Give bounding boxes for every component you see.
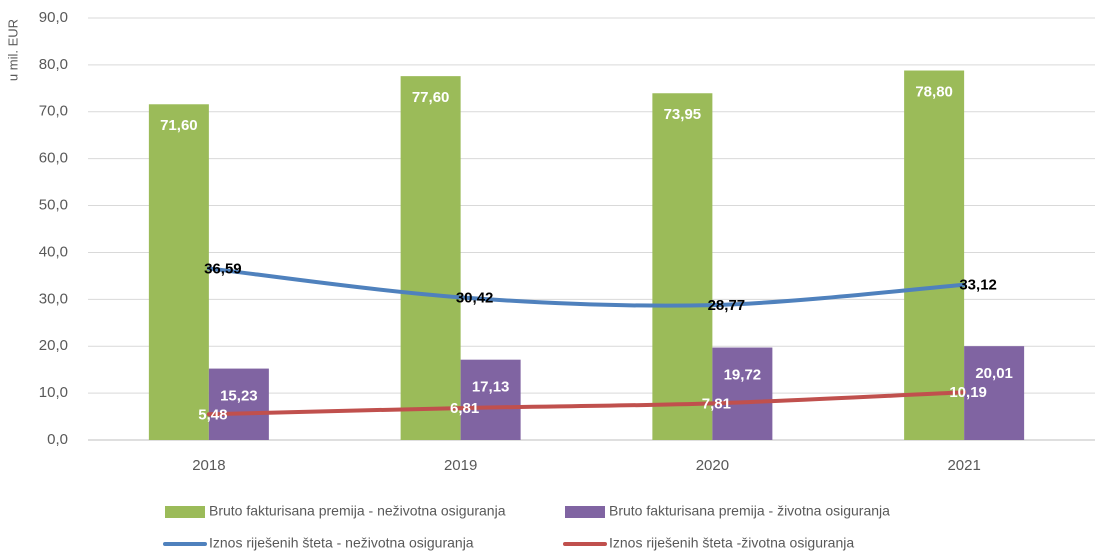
data-label: 7,81 [702, 395, 731, 412]
bar [400, 76, 461, 441]
y-tick-label: 70,0 [39, 103, 68, 120]
legend-label: Bruto fakturisana premija - neživotna os… [209, 503, 506, 519]
x-tick-label: 2020 [696, 457, 729, 474]
data-label: 30,42 [456, 289, 494, 306]
y-tick-label: 30,0 [39, 290, 68, 307]
bar [712, 347, 773, 440]
legend-swatch [165, 506, 205, 518]
data-label: 17,13 [472, 379, 510, 396]
bar [964, 346, 1025, 440]
y-tick-label: 90,0 [39, 9, 68, 26]
data-label: 77,60 [412, 89, 450, 106]
bar [460, 359, 521, 440]
data-label: 71,60 [160, 117, 198, 134]
legend-swatch [565, 506, 605, 518]
legend-label: Iznos riješenih šteta -životna osiguranj… [609, 535, 854, 551]
line [206, 266, 967, 308]
y-tick-label: 10,0 [39, 384, 68, 401]
bar [208, 368, 269, 440]
y-tick-label: 50,0 [39, 197, 68, 214]
bar [148, 104, 209, 440]
data-label: 73,95 [664, 106, 702, 123]
legend-label: Bruto fakturisana premija - životna osig… [609, 503, 890, 519]
x-tick-label: 2019 [444, 457, 477, 474]
x-tick-label: 2018 [192, 457, 225, 474]
bar [652, 93, 713, 441]
data-label: 28,77 [708, 297, 746, 314]
data-label: 33,12 [959, 277, 997, 294]
data-label: 19,72 [724, 367, 762, 384]
data-label: 15,23 [220, 388, 258, 405]
line [206, 390, 967, 417]
legend-label: Iznos riješenih šteta - neživotna osigur… [209, 535, 474, 551]
data-label: 6,81 [450, 400, 479, 417]
data-label: 5,48 [198, 406, 227, 423]
x-tick-label: 2021 [947, 457, 980, 474]
y-axis-label: u mil. EUR [5, 19, 20, 81]
data-label: 20,01 [975, 365, 1013, 382]
data-label: 36,59 [204, 260, 242, 277]
data-label: 78,80 [915, 83, 953, 100]
y-tick-label: 0,0 [47, 431, 68, 448]
y-tick-label: 80,0 [39, 56, 68, 73]
y-tick-label: 60,0 [39, 150, 68, 167]
y-tick-label: 20,0 [39, 337, 68, 354]
bar [904, 70, 965, 440]
y-tick-label: 40,0 [39, 243, 68, 260]
data-label: 10,19 [949, 384, 987, 401]
